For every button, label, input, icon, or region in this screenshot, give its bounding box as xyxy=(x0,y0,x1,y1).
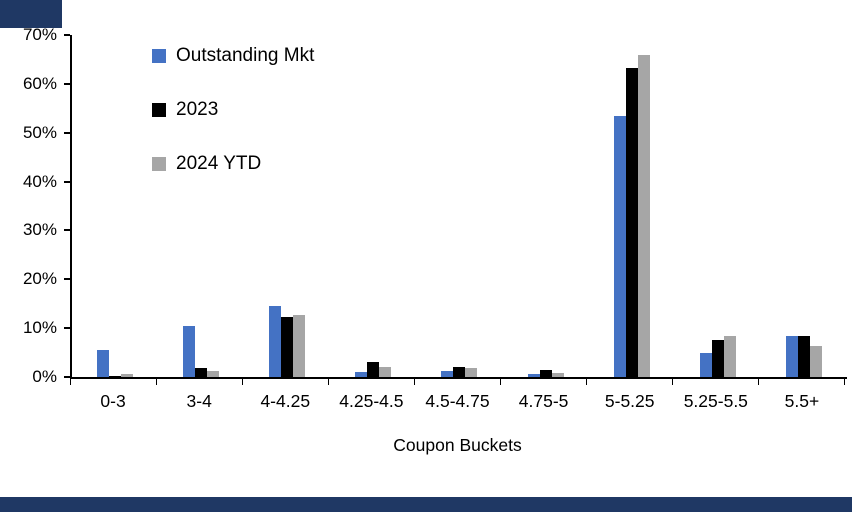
plot-area: Outstanding Mkt 2023 2024 YTD xyxy=(70,35,847,379)
x-axis-labels: 0-3 3-4 4-4.25 4.25-4.5 4.5-4.75 4.75-5 5-5.25… xyxy=(70,391,845,412)
bar xyxy=(613,115,626,377)
legend-label: 2023 xyxy=(176,99,219,120)
x-axis-category-label: 4.75-5 xyxy=(518,391,569,411)
x-tick-mark xyxy=(500,379,586,385)
y-tick-label: 0% xyxy=(32,367,57,386)
bar-group xyxy=(527,35,564,377)
x-axis-category-label: 4.25-4.5 xyxy=(339,391,404,411)
footer-band xyxy=(0,497,852,512)
bar-group xyxy=(183,35,220,377)
bar xyxy=(551,372,564,377)
legend-swatch-icon xyxy=(152,103,166,117)
bar-group xyxy=(97,35,134,377)
y-tick-mark xyxy=(64,34,70,36)
x-tick-mark xyxy=(242,379,328,385)
y-tick-mark xyxy=(64,82,70,85)
bar xyxy=(527,374,540,377)
legend-label: 2024 YTD xyxy=(176,153,262,174)
legend-label: Outstanding Mkt xyxy=(176,45,315,66)
x-axis-category-label: 5.5+ xyxy=(784,391,820,411)
bar xyxy=(367,362,380,377)
legend-item: Outstanding Mkt xyxy=(152,45,314,67)
x-axis-title: Coupon Buckets xyxy=(393,435,522,455)
bar xyxy=(269,306,282,377)
bar xyxy=(723,336,736,377)
bar xyxy=(625,67,638,377)
y-tick-mark xyxy=(64,229,70,232)
bar-group xyxy=(441,35,478,377)
x-axis-category-label: 5.25-5.5 xyxy=(683,391,748,411)
bar xyxy=(465,367,478,377)
bar xyxy=(355,372,368,377)
bar xyxy=(699,353,712,377)
bar xyxy=(183,325,196,377)
y-tick-mark xyxy=(64,376,70,378)
y-axis: 0% 10% 20% 30% 40% 50% 60% 70% xyxy=(0,25,70,386)
y-tick-label: 10% xyxy=(22,318,57,338)
bar xyxy=(539,369,552,377)
bar-group xyxy=(613,35,650,377)
y-tick-mark xyxy=(64,327,70,330)
x-axis-category-label: 3-4 xyxy=(186,391,212,411)
y-tick-label: 70% xyxy=(22,25,57,44)
x-tick-mark xyxy=(586,379,672,385)
header-band xyxy=(0,0,62,28)
bar xyxy=(809,346,822,377)
bar xyxy=(97,350,110,377)
y-tick-mark xyxy=(64,131,70,134)
bar-group xyxy=(269,35,306,377)
x-axis-category-label: 5-5.25 xyxy=(604,391,655,411)
y-tick-label: 40% xyxy=(22,171,57,191)
x-axis-category-label: 4-4.25 xyxy=(260,391,311,411)
bar-group xyxy=(355,35,392,377)
y-tick-label: 30% xyxy=(22,220,57,240)
bars-container xyxy=(72,35,847,377)
x-tick-mark xyxy=(758,379,845,385)
bar xyxy=(785,336,798,377)
x-tick-mark xyxy=(70,379,156,385)
bar xyxy=(121,374,134,377)
bar-group xyxy=(699,35,736,377)
bar xyxy=(207,370,220,377)
bar xyxy=(195,368,208,377)
x-tick-mark xyxy=(672,379,758,385)
legend-item: 2024 YTD xyxy=(152,153,314,175)
bar xyxy=(711,340,724,377)
x-axis-ticks xyxy=(70,379,845,385)
legend-swatch-icon xyxy=(152,157,166,171)
y-tick-label: 20% xyxy=(22,269,57,289)
legend-item: 2023 xyxy=(152,99,314,121)
legend-swatch-icon xyxy=(152,49,166,63)
bar xyxy=(637,54,650,377)
y-tick-mark xyxy=(64,278,70,281)
x-axis-category-label: 0-3 xyxy=(100,391,126,411)
chart-legend: Outstanding Mkt 2023 2024 YTD xyxy=(152,45,314,175)
bar xyxy=(441,370,454,377)
x-axis-category-label: 4.5-4.75 xyxy=(425,391,490,411)
bar-group xyxy=(785,35,822,377)
x-tick-mark xyxy=(156,379,242,385)
y-tick-label: 60% xyxy=(22,73,57,93)
bar xyxy=(797,336,810,377)
bar xyxy=(109,375,122,377)
bar xyxy=(293,315,306,377)
y-tick-label: 50% xyxy=(22,122,57,142)
bar xyxy=(453,367,466,377)
y-tick-mark xyxy=(64,180,70,183)
x-tick-mark xyxy=(328,379,414,385)
bar xyxy=(281,316,294,377)
bar xyxy=(379,366,392,377)
x-tick-mark xyxy=(414,379,500,385)
